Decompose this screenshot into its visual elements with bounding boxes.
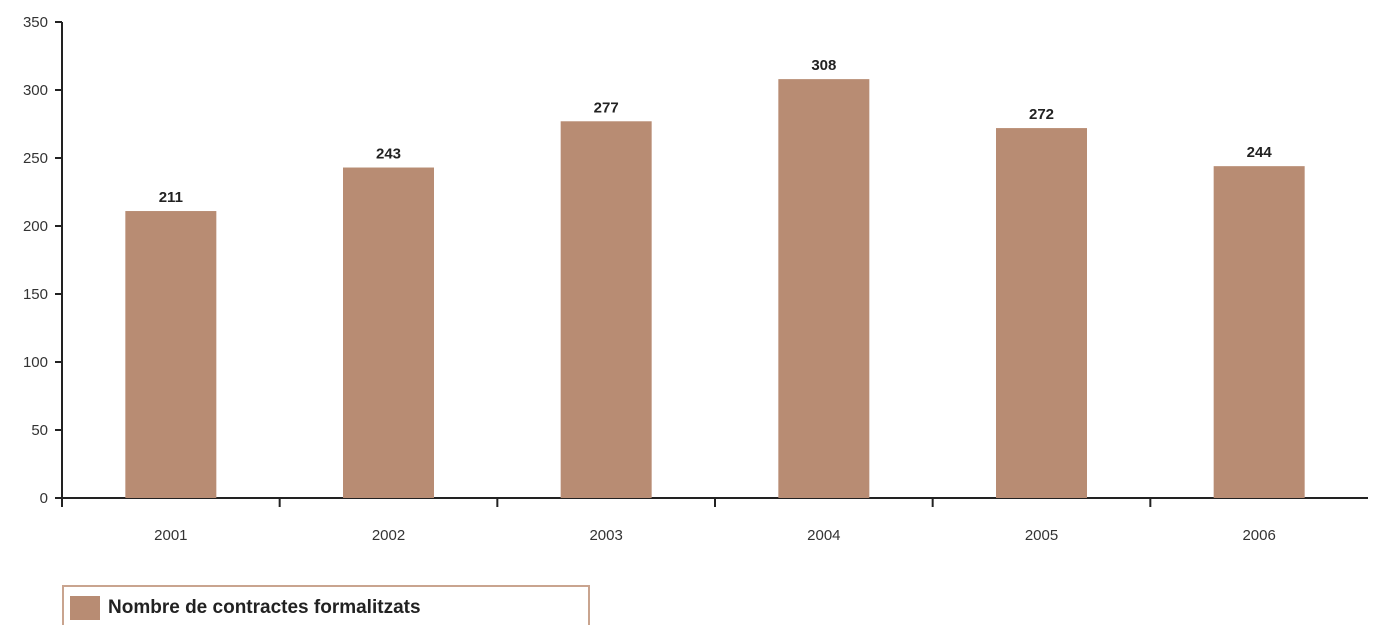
x-tick-label: 2005 [1025,527,1058,544]
bar [125,211,217,499]
y-tick-label: 300 [23,82,48,99]
y-tick-label: 150 [23,286,48,303]
data-label: 243 [376,146,401,163]
data-label: 211 [159,189,183,206]
y-tick-label: 250 [23,150,48,167]
x-tick-label: 2004 [807,527,840,544]
y-tick-label: 0 [40,490,48,507]
bar [1213,166,1305,498]
x-axis: 2001 2002 2003 2004 2005 2006 [61,497,1368,544]
x-tick-label: 2002 [372,527,405,544]
legend-label: Nombre de contractes formalitzats [108,597,421,618]
legend: Nombre de contractes formalitzats [62,585,590,625]
bar [778,79,870,499]
data-label: 244 [1247,144,1273,161]
data-label: 308 [811,57,836,74]
bar [560,121,652,498]
y-tick-label: 50 [31,422,48,439]
data-label: 272 [1029,106,1054,123]
x-tick-label: 2001 [154,527,187,544]
y-tick-label: 100 [23,354,48,371]
data-label: 277 [594,99,619,116]
legend-swatch [70,596,100,620]
bar [996,128,1087,498]
y-tick-label: 200 [23,218,48,235]
y-tick-label: 350 [23,14,48,31]
bars [125,79,1305,499]
y-axis: 0 50 100 150 200 250 300 350 [23,14,63,507]
x-tick-label: 2006 [1242,527,1275,544]
x-tick-label: 2003 [589,527,622,544]
data-labels: 211 243 277 308 272 244 [159,57,1273,206]
bar [343,167,434,498]
